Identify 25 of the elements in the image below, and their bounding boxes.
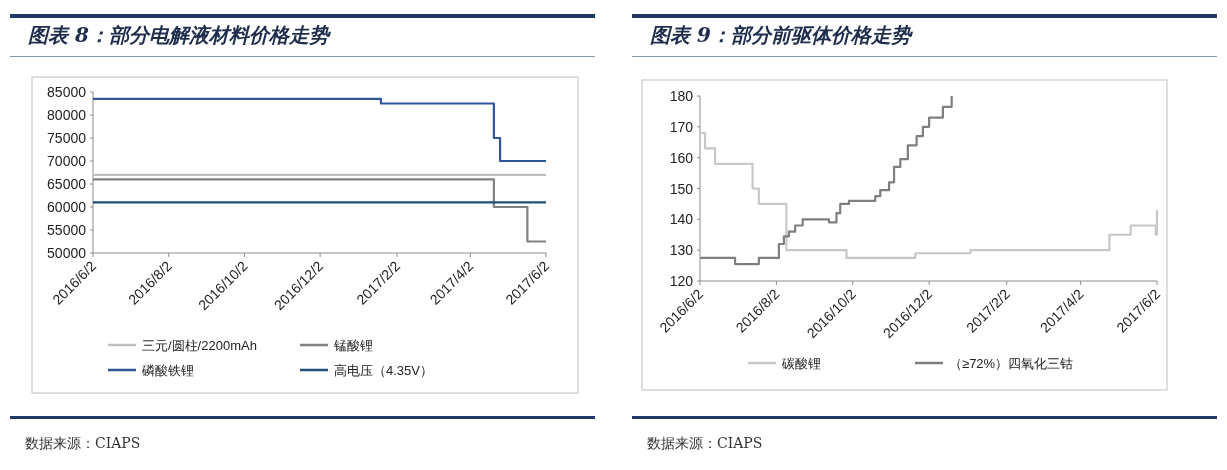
legend-label: 锰酸锂 <box>333 338 373 353</box>
y-tick-label: 130 <box>669 242 694 259</box>
y-tick-label: 80000 <box>47 107 87 123</box>
chart-title: 图表 8：部分电解液材料价格走势 <box>28 23 332 47</box>
y-tick-label: 85000 <box>47 84 87 100</box>
legend-label: （≥72%）四氧化三钴 <box>949 356 1074 371</box>
legend-label: 高电压（4.35V） <box>334 363 433 378</box>
y-tick-label: 65000 <box>47 176 87 192</box>
y-tick-label: 70000 <box>47 153 87 169</box>
y-tick-label: 150 <box>669 180 694 197</box>
chart-title: 图表 9：部分前驱体价格走势 <box>650 23 914 47</box>
source-note: 数据来源：CIAPS <box>647 435 763 451</box>
y-tick-label: 180 <box>669 88 694 104</box>
legend-label: 碳酸锂 <box>781 356 821 371</box>
y-tick-label: 160 <box>669 149 694 166</box>
legend-label: 三元/圆柱/2200mAh <box>142 338 257 353</box>
y-tick-label: 60000 <box>47 199 87 215</box>
y-tick-label: 55000 <box>47 222 87 238</box>
y-tick-label: 140 <box>669 211 694 228</box>
y-tick-label: 50000 <box>47 245 87 261</box>
legend-label: 磷酸铁锂 <box>141 363 194 378</box>
y-tick-label: 170 <box>669 118 694 135</box>
source-note: 数据来源：CIAPS <box>25 435 141 451</box>
y-tick-label: 75000 <box>47 130 87 146</box>
y-tick-label: 120 <box>669 273 694 289</box>
